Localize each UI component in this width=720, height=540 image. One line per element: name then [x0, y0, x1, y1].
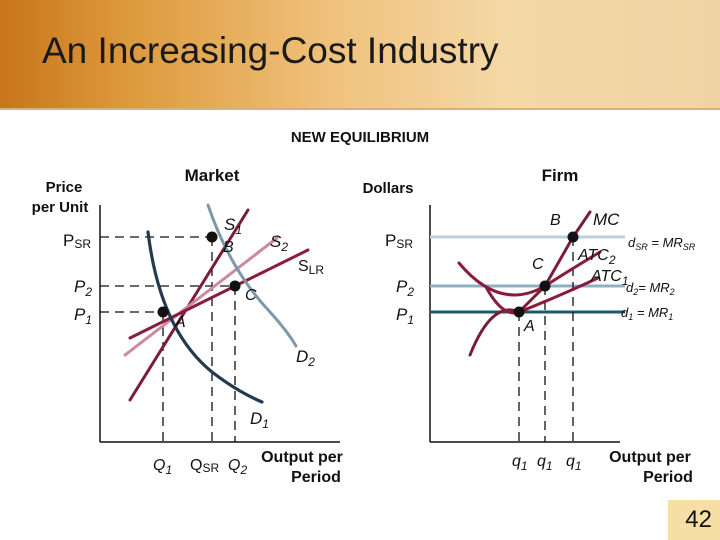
market-point-b	[206, 231, 218, 243]
market-label-s2: S2	[270, 232, 288, 254]
market-quantity-q2: Q2	[228, 457, 247, 477]
market-quantity-q1: Q1	[153, 457, 172, 477]
firm-point-b	[567, 231, 579, 243]
market-point-a	[157, 306, 169, 318]
firm-quantity-q-a: q1	[512, 453, 528, 473]
firm-quantity-q-c: q1	[566, 453, 582, 473]
market-title: Market	[185, 166, 240, 185]
firm-label-atc2: ATC2	[577, 247, 616, 267]
market-slr-curve	[128, 248, 310, 340]
market-demand-d1-curve	[146, 230, 264, 404]
title-bar: An Increasing-Cost Industry	[0, 0, 720, 108]
firm-price-p2: P2	[396, 277, 414, 299]
title-divider	[0, 108, 720, 110]
firm-price-psr: PSR	[385, 231, 413, 251]
firm-label-dsr: dSR = MRSR	[628, 235, 696, 252]
diagram-subtitle: NEW EQUILIBRIUM	[291, 129, 429, 146]
market-x-axis-label-line1: Output per	[261, 449, 343, 466]
market-y-axis-label-line1: Price	[46, 179, 83, 196]
page-number-badge: 42	[668, 500, 720, 540]
firm-label-mc: MC	[593, 210, 620, 229]
firm-y-axis-label: Dollars	[363, 180, 414, 197]
firm-point-c-label: C	[532, 256, 544, 273]
firm-point-a	[513, 306, 525, 318]
firm-label-atc1: ATC1	[590, 268, 629, 288]
firm-quantity-q-b: q1	[537, 453, 553, 473]
firm-x-axis-label-line1: Output per	[609, 449, 691, 466]
market-y-axis-label-line2: per Unit	[32, 199, 89, 216]
market-label-slr: SLR	[298, 258, 324, 277]
market-label-d1: D1	[250, 409, 269, 431]
market-label-s1: S1	[224, 215, 242, 237]
firm-point-b-label: B	[550, 212, 561, 229]
market-point-b-label: B	[223, 239, 234, 256]
market-price-psr: PSR	[63, 231, 91, 251]
market-point-a-label: A	[174, 314, 186, 331]
market-x-axis-label-line2: Period	[291, 469, 341, 486]
firm-label-d2: d2= MR2	[626, 280, 675, 297]
page-number: 42	[685, 506, 712, 533]
firm-mc-curve	[468, 210, 592, 357]
firm-x-axis-label-line2: Period	[643, 469, 693, 486]
market-point-c	[229, 280, 241, 292]
market-quantity-qsr: QSR	[190, 457, 219, 475]
market-price-p1: P1	[74, 305, 92, 327]
market-point-c-label: C	[245, 287, 257, 304]
market-price-p2: P2	[74, 277, 92, 299]
market-supply-s2-curve	[123, 236, 279, 357]
firm-point-a-label: A	[523, 318, 535, 335]
market-demand-d2-curve	[206, 203, 298, 348]
slide-title: An Increasing-Cost Industry	[42, 30, 499, 71]
market-label-d2: D2	[296, 347, 315, 369]
firm-price-p1: P1	[396, 305, 414, 327]
firm-point-c	[539, 280, 551, 292]
firm-title: Firm	[542, 166, 579, 185]
firm-label-d1: d1 = MR1	[621, 305, 673, 322]
